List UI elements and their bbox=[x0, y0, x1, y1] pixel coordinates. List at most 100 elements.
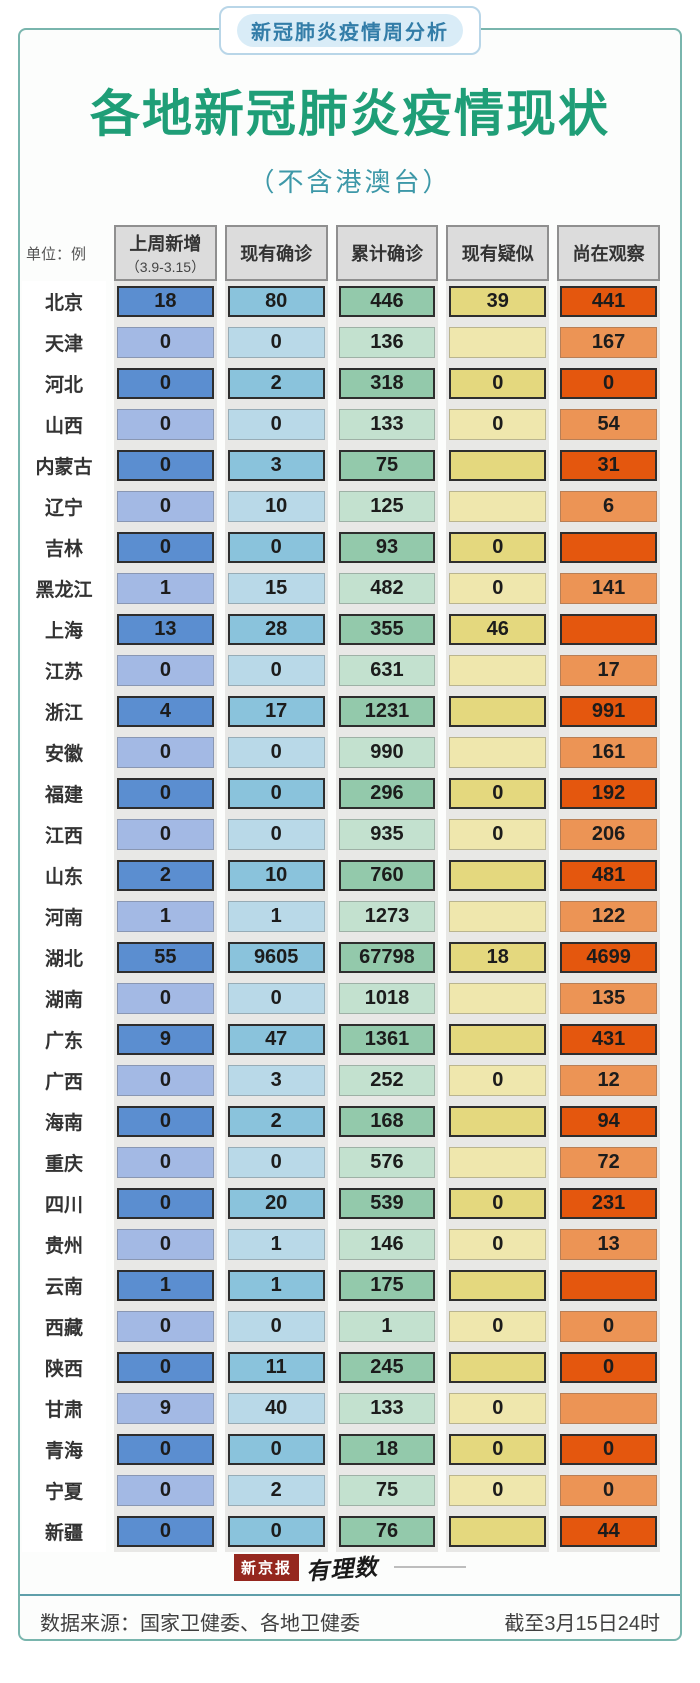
cell-track: 76 bbox=[335, 1511, 439, 1552]
cell-track: 44 bbox=[557, 1511, 660, 1552]
value-cell: 9605 bbox=[227, 942, 325, 973]
cell-track: 72 bbox=[557, 1142, 660, 1183]
cell-track: 133 bbox=[335, 404, 439, 445]
cell-track: 0 bbox=[114, 1224, 217, 1265]
cell-track: 0 bbox=[224, 1511, 328, 1552]
cell-track: 431 bbox=[557, 1019, 660, 1060]
cell-track: 13 bbox=[557, 1224, 660, 1265]
value-cell: 0 bbox=[227, 532, 325, 563]
cell-track: 40 bbox=[224, 1388, 328, 1429]
cell-track: 2 bbox=[224, 1470, 328, 1511]
cell-track: 18 bbox=[114, 281, 217, 322]
cell-track bbox=[446, 1265, 550, 1306]
value-cell bbox=[449, 1106, 547, 1137]
cell-track: 252 bbox=[335, 1060, 439, 1101]
column-header-current-confirmed: 现有确诊 bbox=[224, 225, 328, 281]
value-cell: 481 bbox=[560, 860, 657, 891]
region-label: 西藏 bbox=[22, 1306, 106, 1347]
value-cell: 0 bbox=[227, 1311, 325, 1342]
value-cell: 1 bbox=[227, 1270, 325, 1301]
column-header-label: 累计确诊 bbox=[350, 244, 423, 264]
value-cell: 2 bbox=[227, 368, 325, 399]
column-header-cumulative-confirmed: 累计确诊 bbox=[335, 225, 439, 281]
value-cell: 441 bbox=[560, 286, 657, 317]
value-cell: 0 bbox=[227, 819, 325, 850]
column-header-label: 现有确诊 bbox=[240, 244, 313, 264]
cell-track: 17 bbox=[224, 691, 328, 732]
value-cell bbox=[449, 860, 547, 891]
cell-track bbox=[446, 1511, 550, 1552]
value-cell: 206 bbox=[560, 819, 657, 850]
cell-track: 1 bbox=[224, 1224, 328, 1265]
value-cell: 39 bbox=[449, 286, 547, 317]
value-cell: 18 bbox=[117, 286, 214, 317]
value-cell: 54 bbox=[560, 409, 657, 440]
cell-track bbox=[446, 691, 550, 732]
value-cell: 15 bbox=[227, 573, 325, 604]
cell-track: 0 bbox=[114, 1306, 217, 1347]
value-cell: 9 bbox=[117, 1393, 214, 1424]
value-cell: 28 bbox=[227, 614, 325, 645]
region-label: 甘肃 bbox=[22, 1388, 106, 1429]
value-cell: 0 bbox=[449, 819, 547, 850]
cell-track: 0 bbox=[446, 568, 550, 609]
cell-track bbox=[446, 1142, 550, 1183]
value-cell: 17 bbox=[560, 655, 657, 686]
cell-track: 0 bbox=[224, 1142, 328, 1183]
value-cell: 0 bbox=[227, 983, 325, 1014]
value-cell: 991 bbox=[560, 696, 657, 727]
value-cell: 0 bbox=[117, 737, 214, 768]
footer: 新京报 有理数 数据来源：国家卫健委、各地卫健委 截至3月15日24时 bbox=[20, 1552, 680, 1648]
column-header-label: 尚在观察 bbox=[572, 244, 645, 264]
value-cell: 0 bbox=[117, 778, 214, 809]
cell-track bbox=[446, 896, 550, 937]
cell-track: 0 bbox=[114, 1511, 217, 1552]
cell-track: 355 bbox=[335, 609, 439, 650]
value-cell: 94 bbox=[560, 1106, 657, 1137]
column-header-new-last-week: 上周新增 （3.9-3.15） bbox=[114, 225, 217, 281]
cell-track: 47 bbox=[224, 1019, 328, 1060]
column-header-date-range: （3.9-3.15） bbox=[125, 258, 206, 275]
cell-track bbox=[446, 486, 550, 527]
cell-track bbox=[446, 1347, 550, 1388]
logo-divider-line bbox=[394, 1566, 466, 1568]
column-header-current-suspected: 现有疑似 bbox=[446, 225, 550, 281]
value-cell: 935 bbox=[338, 819, 436, 850]
value-cell: 135 bbox=[560, 983, 657, 1014]
value-cell bbox=[560, 1393, 657, 1424]
cell-track: 231 bbox=[557, 1183, 660, 1224]
value-cell: 10 bbox=[227, 860, 325, 891]
value-cell: 0 bbox=[560, 1475, 657, 1506]
value-cell: 20 bbox=[227, 1188, 325, 1219]
region-label: 北京 bbox=[22, 281, 106, 322]
value-cell: 46 bbox=[449, 614, 547, 645]
value-cell: 431 bbox=[560, 1024, 657, 1055]
region-label: 内蒙古 bbox=[22, 445, 106, 486]
value-cell: 6 bbox=[560, 491, 657, 522]
cell-track: 446 bbox=[335, 281, 439, 322]
cell-track bbox=[557, 527, 660, 568]
cell-track: 0 bbox=[557, 363, 660, 404]
value-cell: 0 bbox=[227, 1516, 325, 1547]
value-cell: 0 bbox=[449, 1311, 547, 1342]
value-cell: 0 bbox=[449, 1065, 547, 1096]
cell-track: 0 bbox=[114, 322, 217, 363]
value-cell bbox=[449, 1516, 547, 1547]
value-cell: 539 bbox=[338, 1188, 436, 1219]
region-label: 广东 bbox=[22, 1019, 106, 1060]
value-cell: 18 bbox=[338, 1434, 436, 1465]
cell-track: 0 bbox=[557, 1429, 660, 1470]
cell-track: 39 bbox=[446, 281, 550, 322]
value-cell: 2 bbox=[227, 1106, 325, 1137]
value-cell: 1 bbox=[227, 1229, 325, 1260]
cell-track: 0 bbox=[224, 1429, 328, 1470]
cell-track: 1 bbox=[224, 1265, 328, 1306]
value-cell: 4 bbox=[117, 696, 214, 727]
cell-track: 12 bbox=[557, 1060, 660, 1101]
cell-track: 28 bbox=[224, 609, 328, 650]
value-cell: 0 bbox=[227, 778, 325, 809]
value-cell bbox=[449, 327, 547, 358]
cell-track bbox=[446, 445, 550, 486]
cell-track: 6 bbox=[557, 486, 660, 527]
value-cell: 318 bbox=[338, 368, 436, 399]
